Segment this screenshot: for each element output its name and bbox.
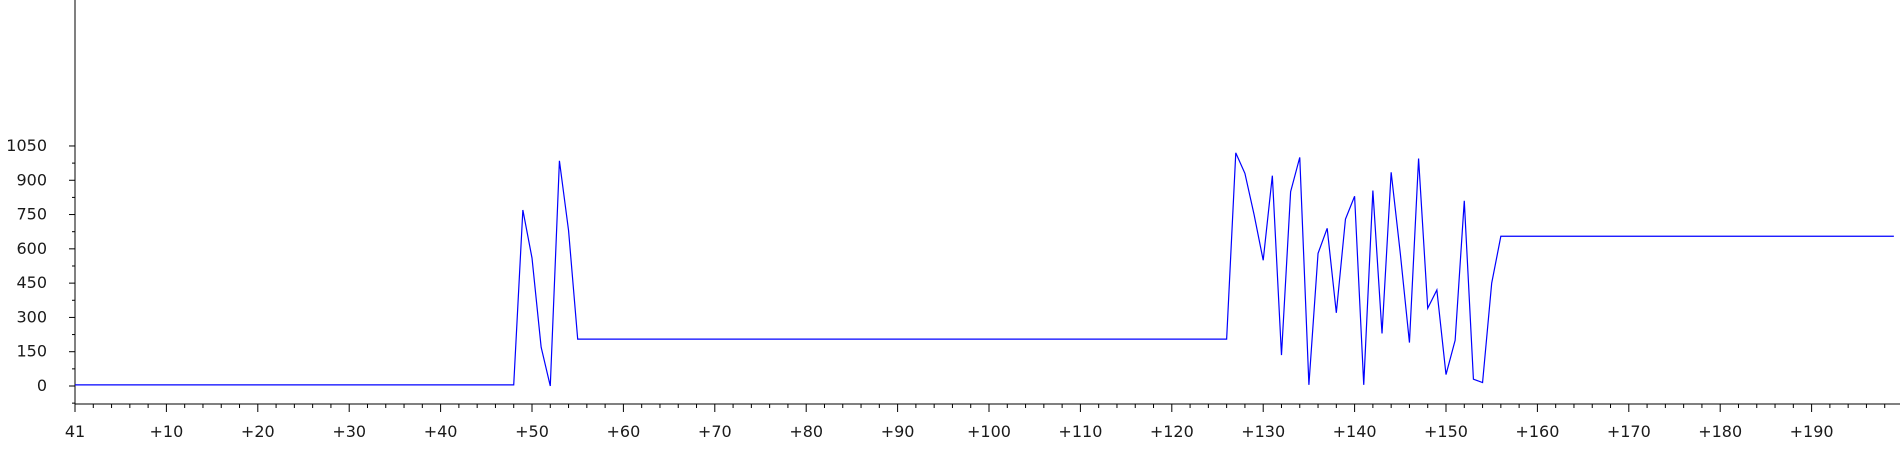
x-tick-label: +90 bbox=[881, 422, 915, 441]
x-tick-label: +50 bbox=[515, 422, 549, 441]
x-tick-label: +100 bbox=[967, 422, 1011, 441]
x-axis: 41 +10 +20 +30 +40 +50 +60 +70 +80 +90 +100 +110 +12… bbox=[65, 403, 1900, 441]
x-tick-label: +70 bbox=[698, 422, 732, 441]
x-tick-label: +40 bbox=[424, 422, 458, 441]
x-tick-label: +30 bbox=[332, 422, 366, 441]
x-tick-label: +60 bbox=[607, 422, 641, 441]
x-tick-label: +120 bbox=[1150, 422, 1194, 441]
x-tick-label: 41 bbox=[65, 422, 85, 441]
x-tick-label: +150 bbox=[1424, 422, 1468, 441]
y-tick-label: 750 bbox=[16, 205, 47, 224]
x-tick-label: +130 bbox=[1241, 422, 1285, 441]
y-tick-label: 1050 bbox=[6, 136, 47, 155]
x-tick-label: +190 bbox=[1790, 422, 1834, 441]
series-line-0 bbox=[75, 152, 1894, 387]
y-tick-label: 600 bbox=[16, 239, 47, 258]
x-tick-label: +10 bbox=[150, 422, 184, 441]
x-tick-label: +160 bbox=[1515, 422, 1559, 441]
x-tick-label: +80 bbox=[789, 422, 823, 441]
y-tick-label: 150 bbox=[16, 342, 47, 361]
y-tick-label: 300 bbox=[16, 307, 47, 326]
y-tick-label: 0 bbox=[37, 376, 47, 395]
x-tick-label: +110 bbox=[1058, 422, 1102, 441]
y-axis: 0 150 300 450 600 750 900 1050 bbox=[6, 0, 76, 404]
x-tick-label: +20 bbox=[241, 422, 275, 441]
y-tick-label: 900 bbox=[16, 170, 47, 189]
plot-area bbox=[75, 152, 1894, 387]
x-tick-label: +180 bbox=[1698, 422, 1742, 441]
x-tick-label: +170 bbox=[1607, 422, 1651, 441]
y-tick-label: 450 bbox=[16, 273, 47, 292]
x-tick-label: +140 bbox=[1333, 422, 1377, 441]
